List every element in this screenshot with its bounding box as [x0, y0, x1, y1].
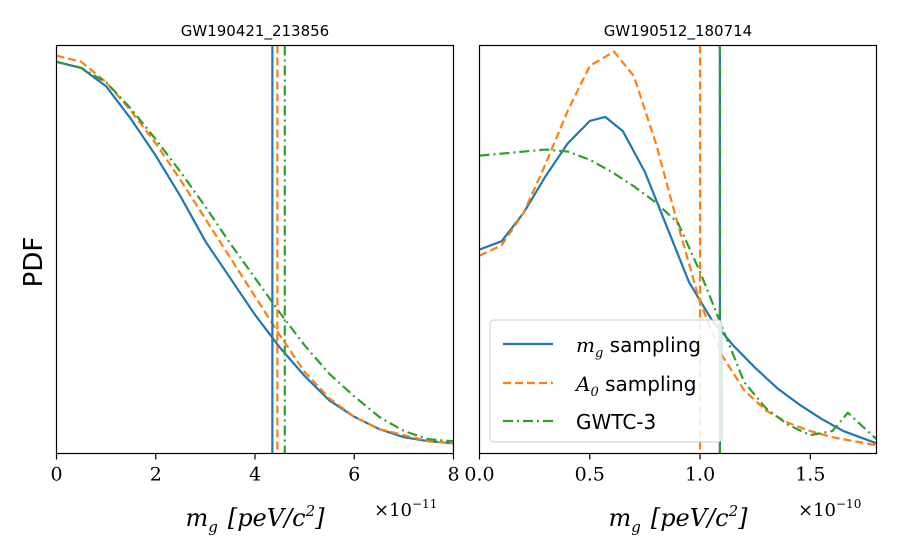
series-line-gwtc-3: [56, 60, 454, 443]
plot-frame: [478, 44, 878, 455]
series-line-m-g-sampling: [56, 60, 454, 445]
legend-label-gwtc3: GWTC-3: [576, 410, 656, 434]
x-tick-label: 1.0: [685, 464, 715, 486]
panel-gw190421: GW190421_213856 0 2 4 6 8 mg [peV/c2] ×10−11: [50, 22, 459, 536]
x-scale-factor: ×10−11: [374, 497, 437, 521]
panel-title: GW190512_180714: [604, 22, 752, 41]
plot-frame: [55, 44, 455, 455]
legend: mg sampling A0 sampling GWTC-3: [489, 319, 723, 443]
y-axis-label: PDF: [19, 237, 49, 288]
x-axis-label: mg [peV/c2]: [185, 502, 325, 536]
x-tick-label: 6: [348, 464, 360, 486]
x-scale-factor: ×10−10: [798, 497, 861, 521]
series-line-gwtc-3: [479, 148, 877, 441]
panel-gw190512: GW190512_180714 0.0 0.5 1.0 1.5 mg [peV/c2] …: [464, 22, 878, 536]
panel-title: GW190421_213856: [181, 22, 329, 41]
series-line-a-0-sampling: [56, 54, 454, 445]
x-tick-label: 8: [447, 464, 459, 486]
x-axis-label: mg [peV/c2]: [608, 502, 748, 536]
legend-label-a0: A0 sampling: [574, 372, 696, 400]
legend-box: [489, 319, 723, 443]
series-line-m-g-sampling: [479, 115, 877, 445]
x-tick-label: 0.0: [464, 464, 494, 486]
x-tick-label: 0: [50, 464, 62, 486]
legend-label-mg: mg sampling: [576, 333, 701, 361]
x-tick-label: 1.5: [795, 464, 825, 486]
x-tick-label: 4: [249, 464, 261, 486]
x-tick-label: 2: [150, 464, 162, 486]
x-tick-label: 0.5: [575, 464, 605, 486]
